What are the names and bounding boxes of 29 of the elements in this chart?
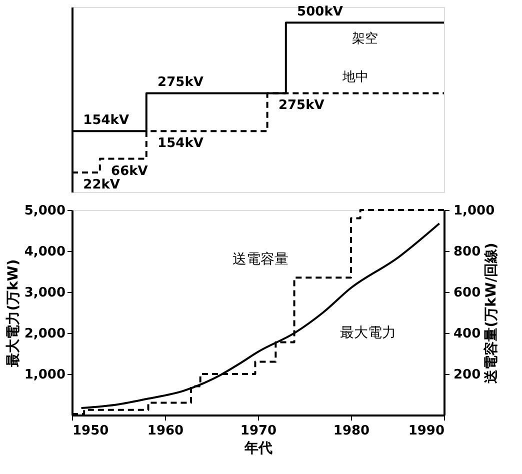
x-tick-label: 1990 <box>408 424 444 438</box>
x-tick-label: 1950 <box>72 424 109 438</box>
y2-tick-label: 600 <box>454 286 481 300</box>
x-tick-label: 1970 <box>240 424 277 438</box>
data-label: 275kV <box>278 98 324 114</box>
data-label: 275kV <box>158 75 204 90</box>
y2-tick-label: 800 <box>454 244 481 260</box>
y2-tick-label: 400 <box>454 326 481 342</box>
y2-tick-label: 200 <box>454 368 481 382</box>
series-label: 送電容量 <box>232 252 288 268</box>
series-label: 架空 <box>352 32 378 47</box>
x-tick-label: 1960 <box>147 424 184 438</box>
series-label: 最大電力 <box>340 324 396 341</box>
x-axis-title: 年代 <box>244 440 272 456</box>
y2-axis-title: 送電容量(万kW/回線) <box>482 242 500 384</box>
data-label: 66kV <box>111 164 148 179</box>
data-label: 154kV <box>158 136 204 152</box>
y-tick-label: 5,000 <box>24 204 66 218</box>
y-tick-label: 2,000 <box>24 326 66 342</box>
y-axis-title: 最大電力(万kW) <box>5 259 22 368</box>
data-label: 500kV <box>297 4 343 20</box>
series-label: 地中 <box>342 70 369 86</box>
y-tick-label: 4,000 <box>24 244 66 260</box>
data-label: 154kV <box>83 113 130 128</box>
y-tick-label: 1,000 <box>24 368 66 382</box>
y2-tick-label: 1,000 <box>454 204 495 218</box>
data-label: 22kV <box>83 178 120 193</box>
x-tick-label: 1980 <box>333 424 370 438</box>
y-tick-label: 3,000 <box>24 286 66 300</box>
